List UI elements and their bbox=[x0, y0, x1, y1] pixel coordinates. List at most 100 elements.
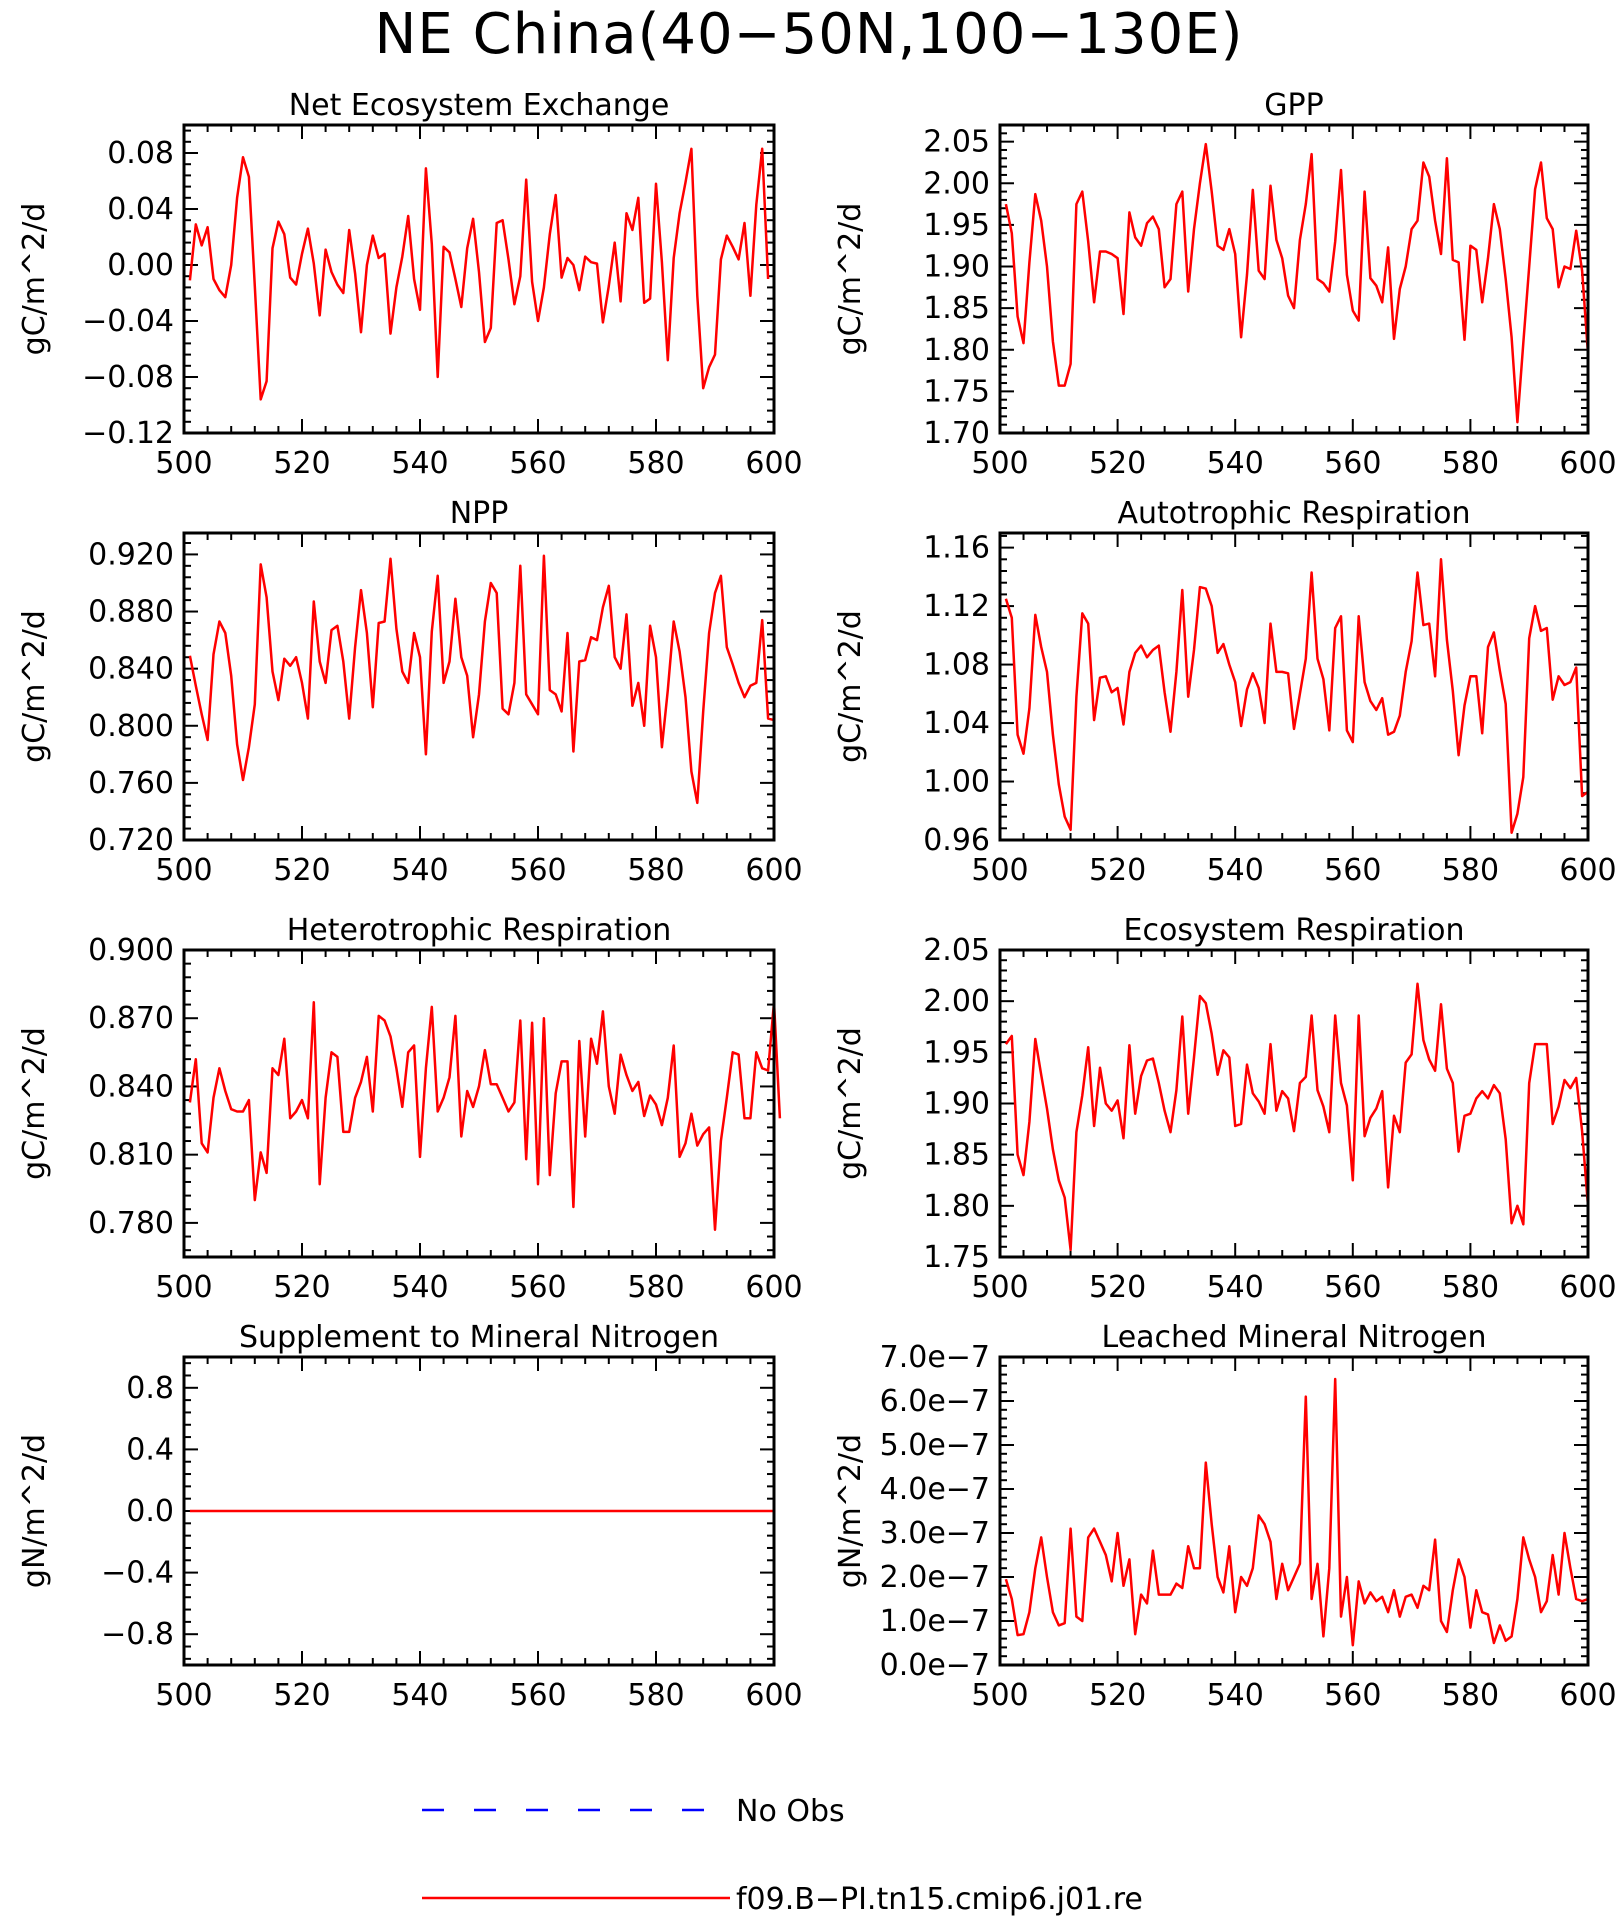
panel-1-xtick-label: 540 bbox=[391, 446, 448, 481]
panel-7-ytick-label: 0.8 bbox=[126, 1371, 174, 1406]
panel-8-xtick-label: 540 bbox=[1207, 1678, 1264, 1713]
panel-2-xtick-label: 520 bbox=[1089, 446, 1146, 481]
panel-7-title: Supplement to Mineral Nitrogen bbox=[239, 1320, 719, 1355]
panel-2-ytick-label: 1.70 bbox=[923, 416, 990, 451]
panel-7-xtick-label: 540 bbox=[391, 1678, 448, 1713]
panel-8-ytick-label: 5.0e−7 bbox=[880, 1428, 990, 1463]
panel-5-xtick-label: 580 bbox=[627, 1270, 684, 1305]
panel-4-ytick-label: 1.08 bbox=[923, 648, 990, 683]
panel-2-title: GPP bbox=[1264, 88, 1323, 123]
panel-6-ylabel: gC/m^2/d bbox=[833, 1027, 868, 1180]
panel-2-ytick-label: 1.75 bbox=[923, 374, 990, 409]
panel-2-xtick-label: 560 bbox=[1324, 446, 1381, 481]
panel-4-ytick-label: 1.16 bbox=[923, 531, 990, 566]
panel-2-frame bbox=[998, 123, 1590, 435]
panel-5-xtick-label: 540 bbox=[391, 1270, 448, 1305]
panel-8-ylabel: gN/m^2/d bbox=[833, 1434, 868, 1588]
panel-1-xtick-label: 520 bbox=[273, 446, 330, 481]
panel-7-xtick-label: 600 bbox=[745, 1678, 802, 1713]
panel-5-ytick-label: 0.900 bbox=[88, 933, 174, 968]
panel-2-xtick-label: 600 bbox=[1559, 446, 1616, 481]
panel-1-series-line bbox=[188, 147, 770, 401]
panel-6-xtick-label: 520 bbox=[1089, 1270, 1146, 1305]
panel-6-ytick-label: 1.75 bbox=[923, 1240, 990, 1275]
panel-3-ytick-label: 0.880 bbox=[88, 595, 174, 630]
panel-1-ylabel: gC/m^2/d bbox=[17, 203, 52, 356]
panel-7-ytick-label: 0.4 bbox=[126, 1432, 174, 1467]
panel-6-series-line bbox=[1004, 982, 1590, 1252]
panel-1-xtick-label: 580 bbox=[627, 446, 684, 481]
panel-5-series-line bbox=[188, 1001, 782, 1231]
panel-5-xtick-label: 500 bbox=[155, 1270, 212, 1305]
panel-8-ytick-label: 1.0e−7 bbox=[880, 1604, 990, 1639]
panel-6-xtick-label: 600 bbox=[1559, 1270, 1616, 1305]
panel-6-ytick-label: 1.85 bbox=[923, 1138, 990, 1173]
panel-5-ylabel: gC/m^2/d bbox=[17, 1027, 52, 1180]
panel-6-xtick-label: 580 bbox=[1442, 1270, 1499, 1305]
panel-3-title: NPP bbox=[450, 496, 509, 531]
panel-6-title: Ecosystem Respiration bbox=[1124, 913, 1465, 948]
panel-2-ytick-label: 1.85 bbox=[923, 291, 990, 326]
panel-4-xtick-label: 580 bbox=[1442, 853, 1499, 888]
panel-5-frame bbox=[182, 948, 776, 1259]
panel-4-xtick-label: 600 bbox=[1559, 853, 1616, 888]
panel-8-frame bbox=[998, 1355, 1590, 1667]
panel-6-xtick-label: 540 bbox=[1207, 1270, 1264, 1305]
panel-5-ytick-label: 0.780 bbox=[88, 1206, 174, 1241]
panel-6-ytick-label: 1.90 bbox=[923, 1087, 990, 1122]
panel-4-ytick-label: 0.96 bbox=[923, 823, 990, 858]
panel-6-ytick-label: 1.95 bbox=[923, 1035, 990, 1070]
panel-7-xtick-label: 520 bbox=[273, 1678, 330, 1713]
panel-1-xtick-label: 600 bbox=[745, 446, 802, 481]
panel-2-xtick-label: 580 bbox=[1442, 446, 1499, 481]
panel-8-ytick-label: 2.0e−7 bbox=[880, 1560, 990, 1595]
panel-4-ylabel: gC/m^2/d bbox=[833, 610, 868, 763]
panel-2-ylabel: gC/m^2/d bbox=[833, 203, 868, 356]
panel-5-ytick-label: 0.840 bbox=[88, 1069, 174, 1104]
panel-2-ytick-label: 2.05 bbox=[923, 125, 990, 160]
panel-8-xtick-label: 500 bbox=[971, 1678, 1028, 1713]
panel-3-xtick-label: 560 bbox=[509, 853, 566, 888]
panel-8-ytick-label: 4.0e−7 bbox=[880, 1472, 990, 1507]
panel-7-xtick-label: 560 bbox=[509, 1678, 566, 1713]
panel-7-ytick-label: 0.0 bbox=[126, 1494, 174, 1529]
panel-5-xtick-label: 600 bbox=[745, 1270, 802, 1305]
panel-3-ytick-label: 0.720 bbox=[88, 823, 174, 858]
panel-1-ytick-label: −0.08 bbox=[82, 360, 174, 395]
panel-6-ytick-label: 1.80 bbox=[923, 1189, 990, 1224]
panel-8-xtick-label: 520 bbox=[1089, 1678, 1146, 1713]
panel-3-xtick-label: 500 bbox=[155, 853, 212, 888]
panel-8-ytick-label: 6.0e−7 bbox=[880, 1384, 990, 1419]
panel-4-series-line bbox=[1004, 558, 1589, 834]
panel-7-xtick-label: 580 bbox=[627, 1678, 684, 1713]
panel-1-title: Net Ecosystem Exchange bbox=[289, 88, 670, 123]
panel-8-ytick-label: 0.0e−7 bbox=[880, 1648, 990, 1683]
panel-7-ytick-label: −0.8 bbox=[101, 1617, 174, 1652]
panel-6-xtick-label: 500 bbox=[971, 1270, 1028, 1305]
panel-3-xtick-label: 520 bbox=[273, 853, 330, 888]
panel-3-ylabel: gC/m^2/d bbox=[17, 610, 52, 763]
panel-1-frame bbox=[182, 123, 776, 435]
panel-3-frame bbox=[182, 531, 776, 842]
panel-5-ytick-label: 0.870 bbox=[88, 1001, 174, 1036]
panel-4-xtick-label: 560 bbox=[1324, 853, 1381, 888]
panel-1-ytick-label: −0.12 bbox=[82, 416, 174, 451]
panel-3-series-line bbox=[188, 554, 775, 805]
panel-8-ytick-label: 3.0e−7 bbox=[880, 1516, 990, 1551]
panel-1-xtick-label: 500 bbox=[155, 446, 212, 481]
panel-4-ytick-label: 1.04 bbox=[923, 706, 990, 741]
panel-4-ytick-label: 1.12 bbox=[923, 589, 990, 624]
panel-4-ytick-label: 1.00 bbox=[923, 765, 990, 800]
panel-1-ytick-label: −0.04 bbox=[82, 304, 174, 339]
panel-4-xtick-label: 500 bbox=[971, 853, 1028, 888]
panel-4-xtick-label: 520 bbox=[1089, 853, 1146, 888]
panel-2-series-line bbox=[1004, 142, 1590, 424]
panel-4-frame bbox=[998, 531, 1590, 842]
page-title: NE China(40−50N,100−130E) bbox=[374, 2, 1244, 67]
panel-2-ytick-label: 2.00 bbox=[923, 166, 990, 201]
panel-6-ytick-label: 2.05 bbox=[923, 933, 990, 968]
panel-3-xtick-label: 580 bbox=[627, 853, 684, 888]
panel-7-ytick-label: −0.4 bbox=[101, 1556, 174, 1591]
panel-3-xtick-label: 600 bbox=[745, 853, 802, 888]
panel-7-xtick-label: 500 bbox=[155, 1678, 212, 1713]
